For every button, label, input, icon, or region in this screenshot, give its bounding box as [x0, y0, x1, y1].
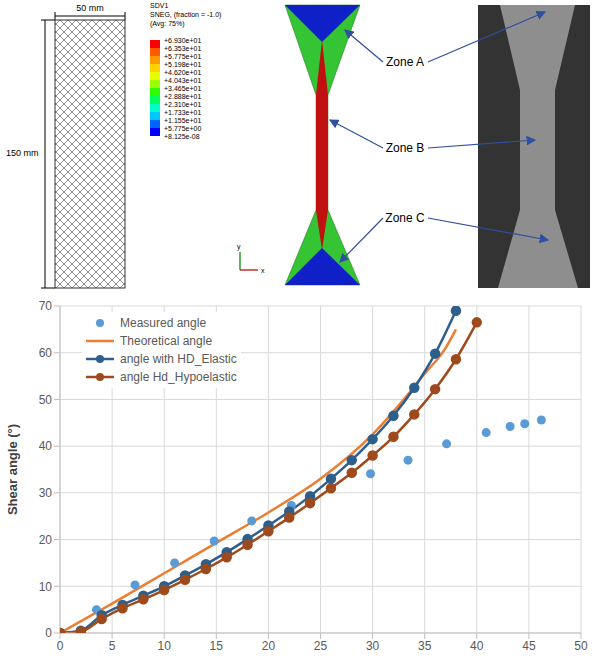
svg-text:10: 10: [158, 639, 172, 653]
svg-text:Zone B: Zone B: [386, 141, 425, 155]
svg-text:15: 15: [210, 639, 224, 653]
svg-text:Zone C: Zone C: [385, 211, 425, 225]
html-text:Theoretical angle: Theoretical angle: [120, 334, 213, 348]
svg-text:+5.775e+01: +5.775e+01: [164, 53, 201, 60]
svg-text:+5.198e+01: +5.198e+01: [164, 61, 201, 68]
svg-text:Zone A: Zone A: [386, 55, 424, 69]
svg-text:150 mm: 150 mm: [6, 148, 39, 158]
svg-text:40: 40: [470, 639, 484, 653]
svg-text:+8.125e-08: +8.125e-08: [164, 133, 200, 140]
svg-text:30: 30: [39, 486, 53, 500]
svg-text:(Avg: 75%): (Avg: 75%): [150, 20, 185, 28]
html-text:angle Hd_Hypoelastic: angle Hd_Hypoelastic: [120, 370, 237, 384]
svg-text:SDV1: SDV1: [150, 2, 168, 9]
svg-text:20: 20: [39, 533, 53, 547]
svg-text:50: 50: [574, 639, 588, 653]
html-text:Measured angle: Measured angle: [120, 316, 207, 330]
svg-text:+6.353e+01: +6.353e+01: [164, 45, 201, 52]
html-text:angle with HD_Elastic: angle with HD_Elastic: [120, 352, 237, 366]
svg-text:0: 0: [45, 626, 52, 640]
svg-text:70: 70: [39, 299, 53, 313]
svg-text:50: 50: [39, 393, 53, 407]
svg-text:SNEG, (fraction = -1.0): SNEG, (fraction = -1.0): [150, 11, 221, 19]
svg-text:0: 0: [57, 639, 64, 653]
svg-text:+1.155e+01: +1.155e+01: [164, 117, 201, 124]
svg-text:20: 20: [262, 639, 276, 653]
svg-text:60: 60: [39, 346, 53, 360]
svg-text:35: 35: [418, 639, 432, 653]
svg-text:45: 45: [522, 639, 536, 653]
svg-text:+1.733e+01: +1.733e+01: [164, 109, 201, 116]
svg-text:+2.888e+01: +2.888e+01: [164, 93, 201, 100]
svg-text:+4.620e+01: +4.620e+01: [164, 69, 201, 76]
svg-text:25: 25: [314, 639, 328, 653]
svg-text:+6.930e+01: +6.930e+01: [164, 37, 201, 44]
svg-text:+2.310e+01: +2.310e+01: [164, 101, 201, 108]
svg-text:+5.775e+00: +5.775e+00: [164, 125, 201, 132]
svg-text:x: x: [261, 267, 265, 274]
svg-text:30: 30: [366, 639, 380, 653]
svg-text:5: 5: [109, 639, 116, 653]
svg-text:50 mm: 50 mm: [76, 3, 104, 13]
svg-text:40: 40: [39, 439, 53, 453]
svg-text:y: y: [237, 243, 241, 251]
svg-text:10: 10: [39, 580, 53, 594]
svg-text:Shear angle (°): Shear angle (°): [5, 424, 20, 515]
svg-text:+3.465e+01: +3.465e+01: [164, 85, 201, 92]
svg-text:+4.043e+01: +4.043e+01: [164, 77, 201, 84]
